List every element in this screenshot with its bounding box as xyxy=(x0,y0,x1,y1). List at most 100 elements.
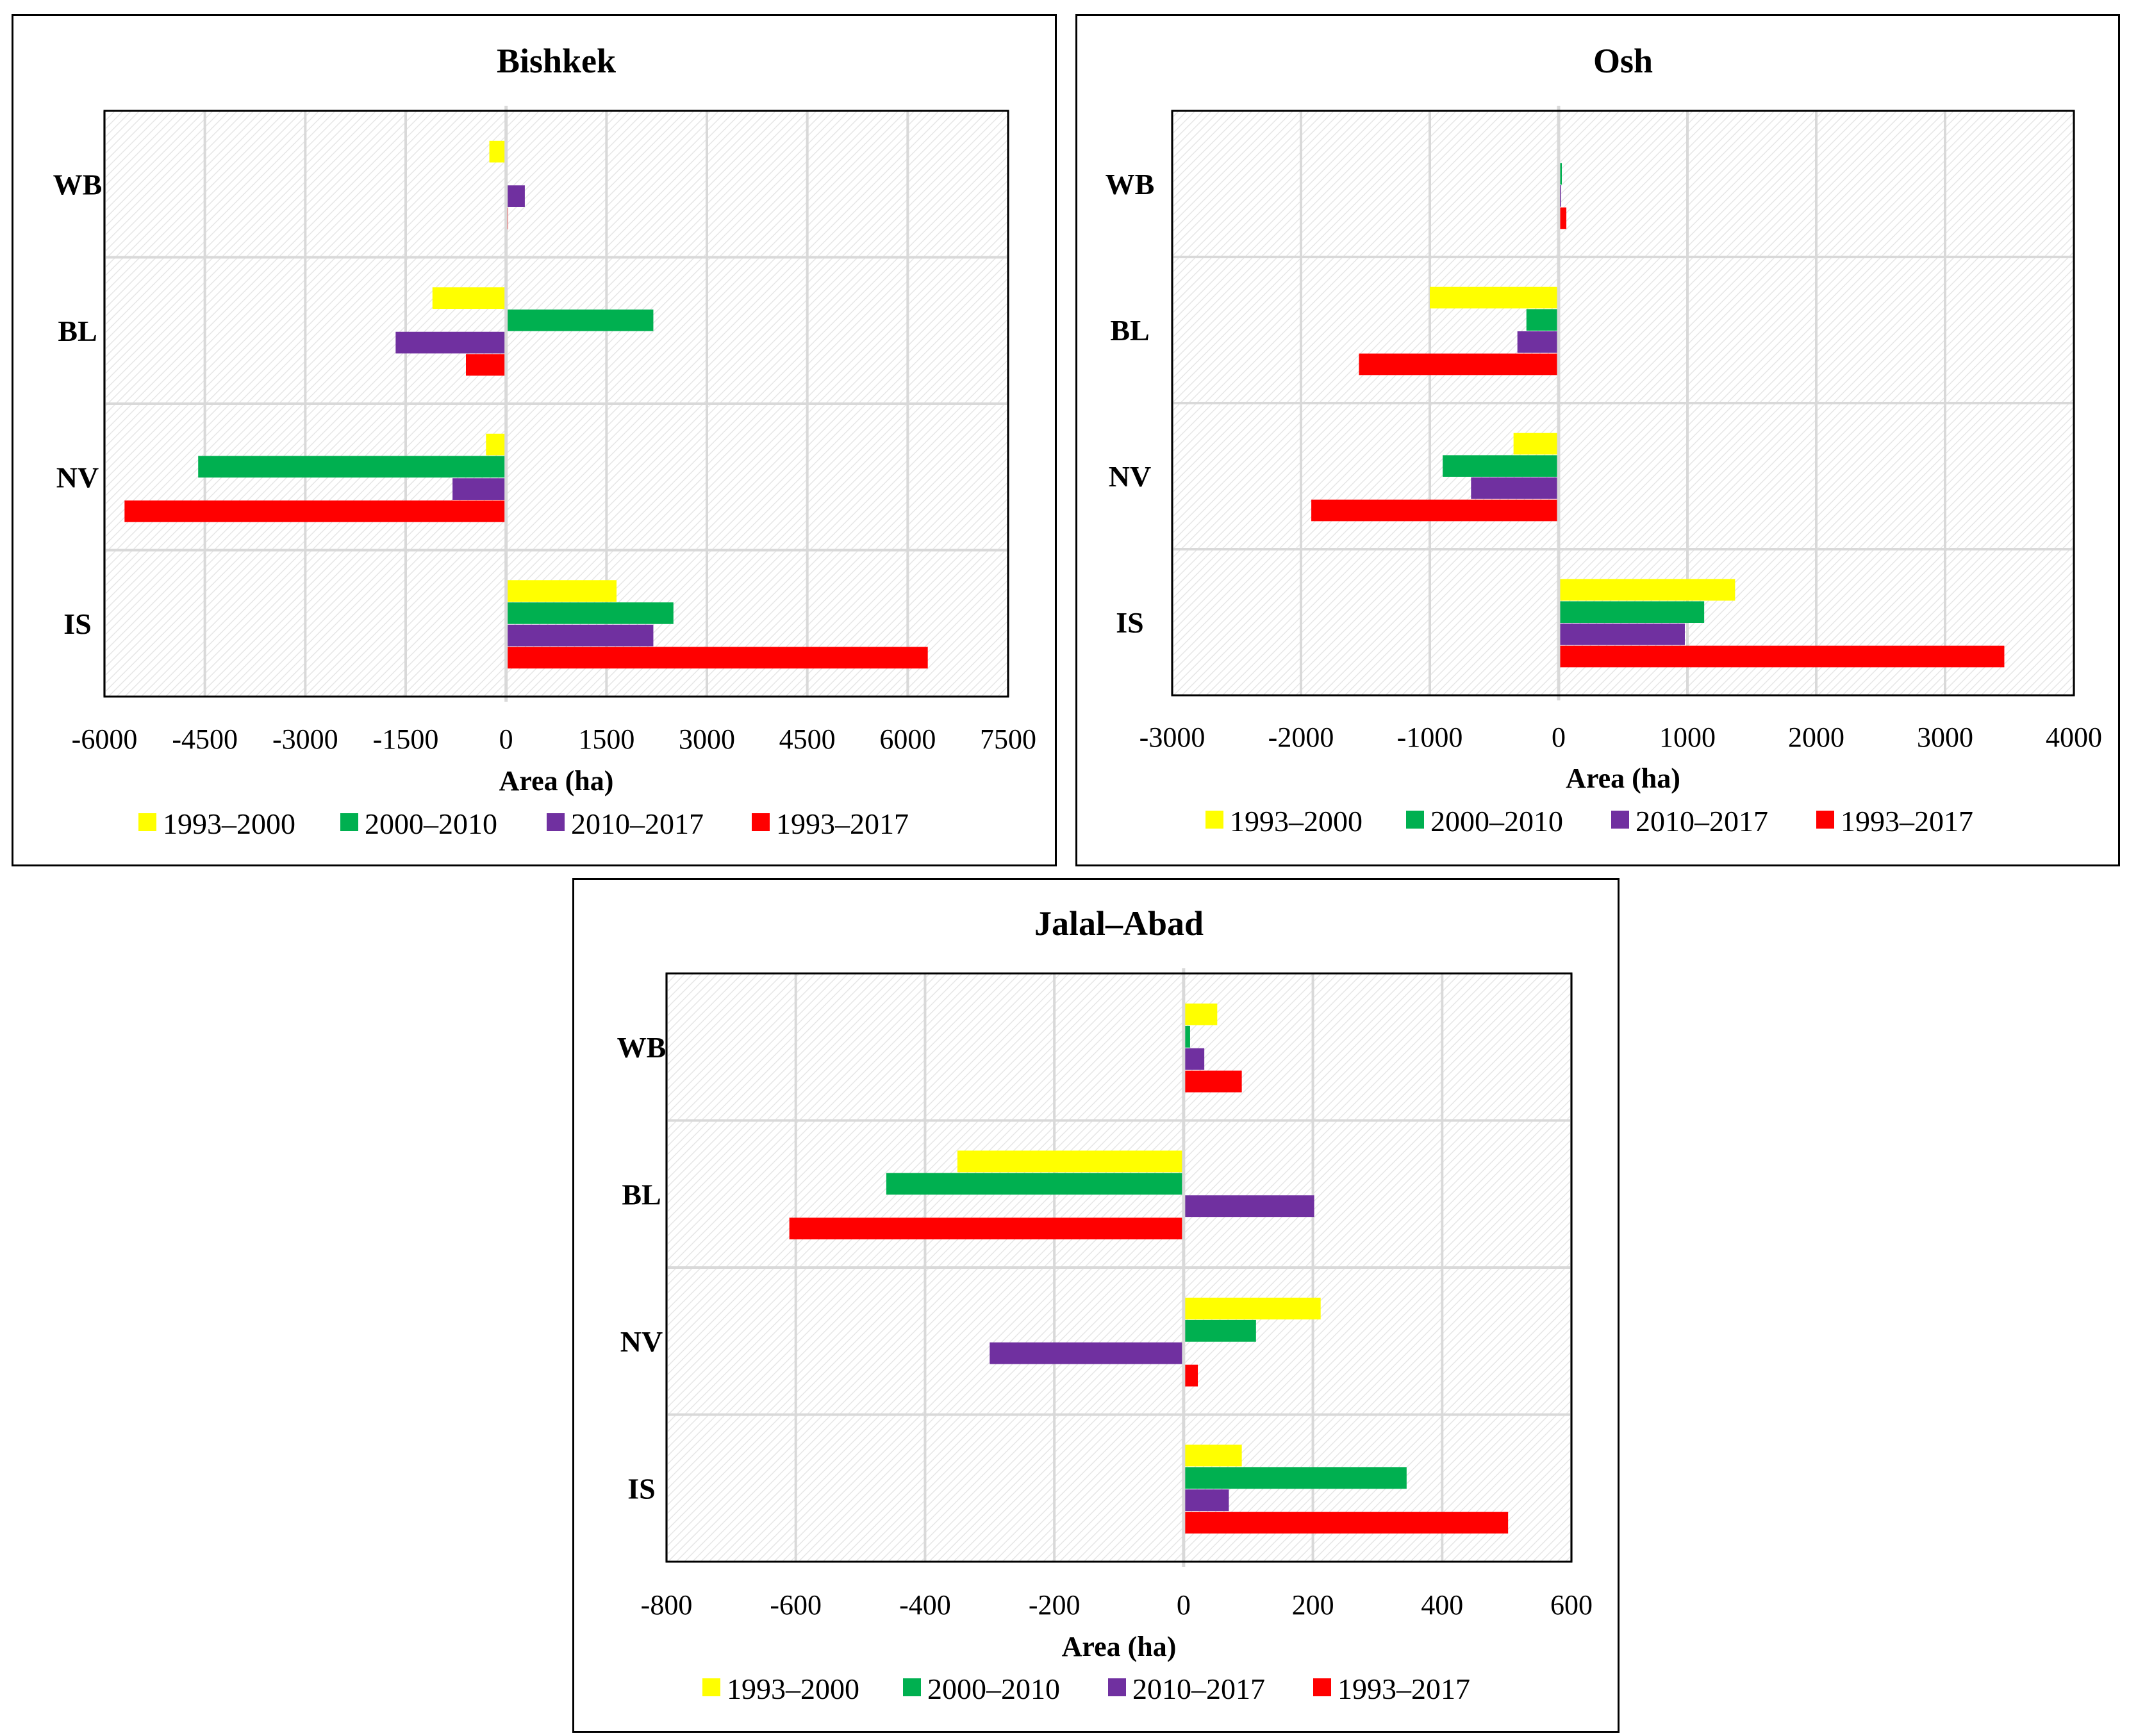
legend-swatch-1993-2000 xyxy=(1205,811,1223,829)
x-tick-label: 600 xyxy=(1550,1589,1593,1621)
x-tick-label: 0 xyxy=(1177,1589,1191,1621)
bar-is-2000-2010 xyxy=(1184,1467,1407,1489)
legend-swatch-2000-2010 xyxy=(1406,811,1424,829)
legend-swatch-2010-2017 xyxy=(1108,1678,1126,1696)
bar-bl-1993-2000 xyxy=(1430,286,1558,309)
bar-bl-2000-2010 xyxy=(506,310,654,331)
chart-svg-jalal-abad: Jalal–Abad WB BL NV IS -800 -600 -400 -200 0 200 40… xyxy=(617,904,1593,1705)
bar-nv-1993-2017 xyxy=(1311,499,1558,522)
x-tick-label: -2000 xyxy=(1268,722,1334,753)
x-tick-label: -4500 xyxy=(172,723,238,755)
legend-label-2010-2017: 2010–2017 xyxy=(1132,1673,1265,1705)
legend-label-1993-2017: 1993–2017 xyxy=(1338,1673,1470,1705)
bar-nv-1993-2000 xyxy=(486,433,506,456)
x-tick-label: 400 xyxy=(1421,1589,1463,1621)
chart-svg-bishkek: Bishkek WB BL NV IS -6000 -4500 -3000 -1500 0 1500… xyxy=(53,42,1036,840)
bar-wb-1993-2017 xyxy=(1184,1070,1242,1093)
category-label-is: IS xyxy=(1116,606,1143,639)
legend-label-1993-2000: 1993–2000 xyxy=(163,807,295,840)
x-axis-title: Area (ha) xyxy=(499,765,614,797)
plot-border xyxy=(665,972,1573,1563)
x-tick-label: 2000 xyxy=(1788,722,1844,753)
x-tick-label: 4500 xyxy=(779,723,836,755)
legend-swatch-2010-2017 xyxy=(547,813,565,831)
category-label-bl: BL xyxy=(622,1178,661,1211)
x-tick-label: -200 xyxy=(1029,1589,1081,1621)
legend-label-2000-2010: 2000–2010 xyxy=(365,807,497,840)
legend-swatch-1993-2017 xyxy=(1313,1678,1331,1696)
legend-label-1993-2017: 1993–2017 xyxy=(1841,805,1973,838)
x-tick-label: 3000 xyxy=(679,723,735,755)
bar-bl-1993-2017 xyxy=(1359,353,1558,376)
bar-nv-2000-2010 xyxy=(1184,1319,1256,1342)
category-label-bl: BL xyxy=(1110,314,1149,347)
chart-svg-osh: Osh WB BL NV IS -3000 -2000 -1000 0 1000 2000 3000 4… xyxy=(1106,42,2102,838)
x-axis-title: Area (ha) xyxy=(1566,763,1680,794)
legend-swatch-1993-2000 xyxy=(702,1678,720,1696)
bar-is-1993-2017 xyxy=(506,647,928,669)
bar-is-1993-2000 xyxy=(506,580,617,602)
legend-swatch-1993-2017 xyxy=(752,813,770,831)
bar-is-1993-2000 xyxy=(1184,1444,1242,1467)
x-axis-title: Area (ha) xyxy=(1062,1631,1177,1662)
legend-label-2010-2017: 2010–2017 xyxy=(1636,805,1768,838)
bar-nv-1993-2017 xyxy=(1184,1364,1198,1387)
legend-swatch-2000-2010 xyxy=(903,1678,921,1696)
bar-bl-1993-2017 xyxy=(466,354,506,376)
category-label-nv: NV xyxy=(56,461,99,493)
bar-nv-1993-2000 xyxy=(1184,1297,1321,1319)
x-tick-label: -800 xyxy=(641,1589,693,1621)
bar-is-1993-2017 xyxy=(1559,645,2005,668)
chart-panel-osh: Osh WB BL NV IS -3000 -2000 -1000 0 1000 2000 3000 4… xyxy=(1075,14,2120,866)
bar-bl-1993-2000 xyxy=(432,287,506,310)
bar-bl-1993-2017 xyxy=(789,1218,1183,1240)
legend-label-1993-2000: 1993–2000 xyxy=(727,1673,859,1705)
x-tick-label: -400 xyxy=(899,1589,951,1621)
legend-swatch-1993-2017 xyxy=(1816,811,1834,829)
bar-is-2010-2017 xyxy=(506,624,654,647)
x-tick-label: -1500 xyxy=(373,723,439,755)
bar-is-1993-2017 xyxy=(1184,1512,1509,1534)
legend-label-2000-2010: 2000–2010 xyxy=(927,1673,1060,1705)
bar-wb-1993-2000 xyxy=(489,140,506,163)
bar-bl-2010-2017 xyxy=(395,331,506,354)
bar-wb-2010-2017 xyxy=(1559,185,1562,207)
x-tick-label: 200 xyxy=(1292,1589,1334,1621)
x-tick-label: 1500 xyxy=(578,723,634,755)
x-tick-label: -600 xyxy=(770,1589,822,1621)
category-label-nv: NV xyxy=(620,1325,663,1358)
category-label-nv: NV xyxy=(1109,460,1151,493)
bar-bl-2010-2017 xyxy=(1517,331,1558,353)
category-label-is: IS xyxy=(63,608,91,640)
category-label-is: IS xyxy=(627,1472,655,1505)
bar-is-1993-2000 xyxy=(1559,579,1736,601)
bar-is-2000-2010 xyxy=(1559,601,1705,623)
bar-nv-2010-2017 xyxy=(1471,477,1558,499)
bar-nv-2000-2010 xyxy=(1443,455,1558,477)
bar-nv-1993-2000 xyxy=(1513,433,1558,455)
category-label-bl: BL xyxy=(58,315,97,347)
bar-wb-1993-2000 xyxy=(1184,1003,1218,1025)
bar-is-2010-2017 xyxy=(1184,1489,1229,1512)
bar-nv-2010-2017 xyxy=(990,1342,1183,1364)
x-tick-label: -1000 xyxy=(1397,722,1463,753)
bar-bl-2000-2010 xyxy=(1526,309,1558,331)
legend-label-2000-2010: 2000–2010 xyxy=(1430,805,1563,838)
chart-title: Osh xyxy=(1593,42,1653,80)
bar-bl-2000-2010 xyxy=(886,1173,1183,1195)
chart-title: Bishkek xyxy=(497,42,616,80)
x-tick-label: -3000 xyxy=(272,723,338,755)
chart-title: Jalal–Abad xyxy=(1034,904,1204,943)
legend-swatch-2010-2017 xyxy=(1611,811,1629,829)
legend-swatch-1993-2000 xyxy=(138,813,156,831)
bar-wb-2010-2017 xyxy=(1184,1048,1205,1070)
bar-bl-2010-2017 xyxy=(1184,1195,1314,1218)
bar-nv-1993-2017 xyxy=(124,500,506,522)
bar-is-2010-2017 xyxy=(1559,624,1685,645)
legend-label-1993-2017: 1993–2017 xyxy=(776,807,909,840)
bar-nv-2000-2010 xyxy=(198,456,506,478)
x-tick-label: 7500 xyxy=(980,723,1036,755)
x-tick-label: 0 xyxy=(499,723,513,755)
legend-swatch-2000-2010 xyxy=(340,813,358,831)
bar-wb-2010-2017 xyxy=(506,185,525,207)
